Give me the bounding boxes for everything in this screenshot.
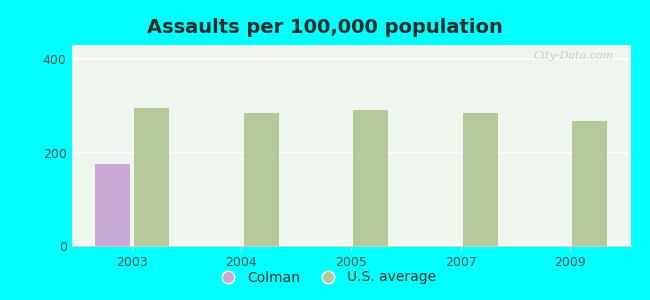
Bar: [353, 110, 388, 246]
Bar: [244, 113, 279, 246]
Text: City-Data.com: City-Data.com: [534, 51, 614, 61]
Bar: [134, 108, 169, 246]
Text: Assaults per 100,000 population: Assaults per 100,000 population: [147, 18, 503, 37]
Bar: [94, 164, 129, 246]
Bar: [573, 121, 608, 246]
Bar: [463, 113, 498, 246]
Legend: Colman, U.S. average: Colman, U.S. average: [208, 265, 442, 290]
